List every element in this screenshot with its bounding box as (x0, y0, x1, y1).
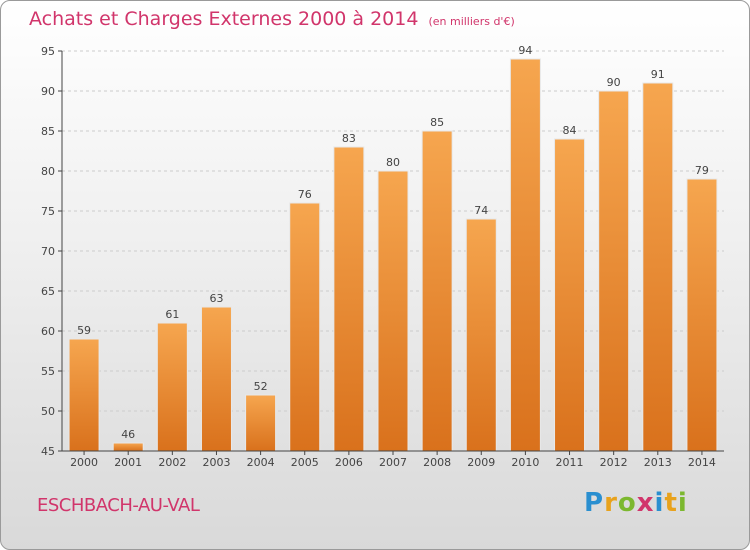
bar-2006[interactable] (333, 146, 365, 452)
bar-2002[interactable] (156, 322, 188, 452)
logo-letter: i (677, 488, 688, 518)
logo-letter: r (604, 488, 618, 518)
data-label-2012: 90 (607, 76, 621, 89)
data-label-2008: 85 (430, 116, 444, 129)
bar-layer (68, 58, 718, 452)
logo-letter: P (584, 488, 605, 518)
data-label-2005: 76 (298, 188, 312, 201)
bar-2007[interactable] (377, 170, 409, 452)
data-label-2013: 91 (651, 68, 665, 81)
bar-2001[interactable] (112, 442, 144, 452)
proxiti-logo[interactable]: Proxiti (584, 488, 688, 518)
x-tick-label: 2013 (644, 456, 672, 469)
data-label-2000: 59 (77, 324, 91, 337)
x-tick-label: 2001 (114, 456, 142, 469)
x-tick-label: 2014 (688, 456, 716, 469)
data-label-2006: 83 (342, 132, 356, 145)
chart-title-text: Achats et Charges Externes 2000 à 2014 (29, 8, 419, 30)
x-tick-label: 2006 (335, 456, 363, 469)
data-label-2009: 74 (474, 204, 488, 217)
commune-name: ESCHBACH-AU-VAL (37, 495, 200, 516)
data-label-2014: 79 (695, 164, 709, 177)
x-tick-label: 2003 (202, 456, 230, 469)
y-tick-label: 50 (41, 405, 55, 418)
y-tick-label: 45 (41, 445, 55, 458)
bar-2012[interactable] (598, 90, 630, 452)
bar-2009[interactable] (465, 218, 497, 452)
chart-title: Achats et Charges Externes 2000 à 2014 (e… (29, 8, 515, 30)
bar-2008[interactable] (421, 130, 453, 452)
data-label-2002: 61 (165, 308, 179, 321)
x-tick-label: 2007 (379, 456, 407, 469)
data-label-2001: 46 (121, 428, 135, 441)
x-tick-label: 2010 (511, 456, 539, 469)
bar-2005[interactable] (289, 202, 321, 452)
x-tick-label: 2009 (467, 456, 495, 469)
y-tick-label: 55 (41, 365, 55, 378)
y-tick-label: 75 (41, 205, 55, 218)
logo-letter: t (664, 488, 678, 518)
bar-2013[interactable] (642, 82, 674, 452)
x-tick-label: 2002 (158, 456, 186, 469)
y-tick-label: 85 (41, 125, 55, 138)
x-tick-label: 2011 (556, 456, 584, 469)
logo-letter: o (617, 488, 637, 518)
bar-2011[interactable] (554, 138, 586, 452)
chart-subtitle: (en milliers d'€) (428, 15, 515, 28)
bar-2003[interactable] (200, 306, 232, 452)
x-tick-label: 2000 (70, 456, 98, 469)
axis-layer: 45 50 55 60 65 70 75 80 85 90 95 2000 2001 2002 2003 20… (41, 45, 724, 469)
bar-2004[interactable] (245, 394, 277, 452)
label-layer: 59 46 61 63 52 76 83 80 85 74 94 84 90 91 79 (77, 44, 709, 441)
x-tick-label: 2012 (600, 456, 628, 469)
logo-letter: x (636, 488, 655, 518)
logo-letter: i (654, 488, 665, 518)
x-tick-label: 2005 (291, 456, 319, 469)
y-tick-label: 90 (41, 85, 55, 98)
data-label-2010: 94 (518, 44, 532, 57)
y-tick-label: 70 (41, 245, 55, 258)
data-label-2007: 80 (386, 156, 400, 169)
x-tick-label: 2004 (247, 456, 275, 469)
y-tick-label: 60 (41, 325, 55, 338)
bar-2014[interactable] (686, 178, 718, 452)
bar-2000[interactable] (68, 338, 100, 452)
data-label-2011: 84 (563, 124, 577, 137)
y-tick-label: 80 (41, 165, 55, 178)
data-label-2003: 63 (209, 292, 223, 305)
data-label-2004: 52 (254, 380, 268, 393)
y-tick-label: 95 (41, 45, 55, 58)
bar-2010[interactable] (509, 58, 541, 452)
x-tick-label: 2008 (423, 456, 451, 469)
y-tick-label: 65 (41, 285, 55, 298)
